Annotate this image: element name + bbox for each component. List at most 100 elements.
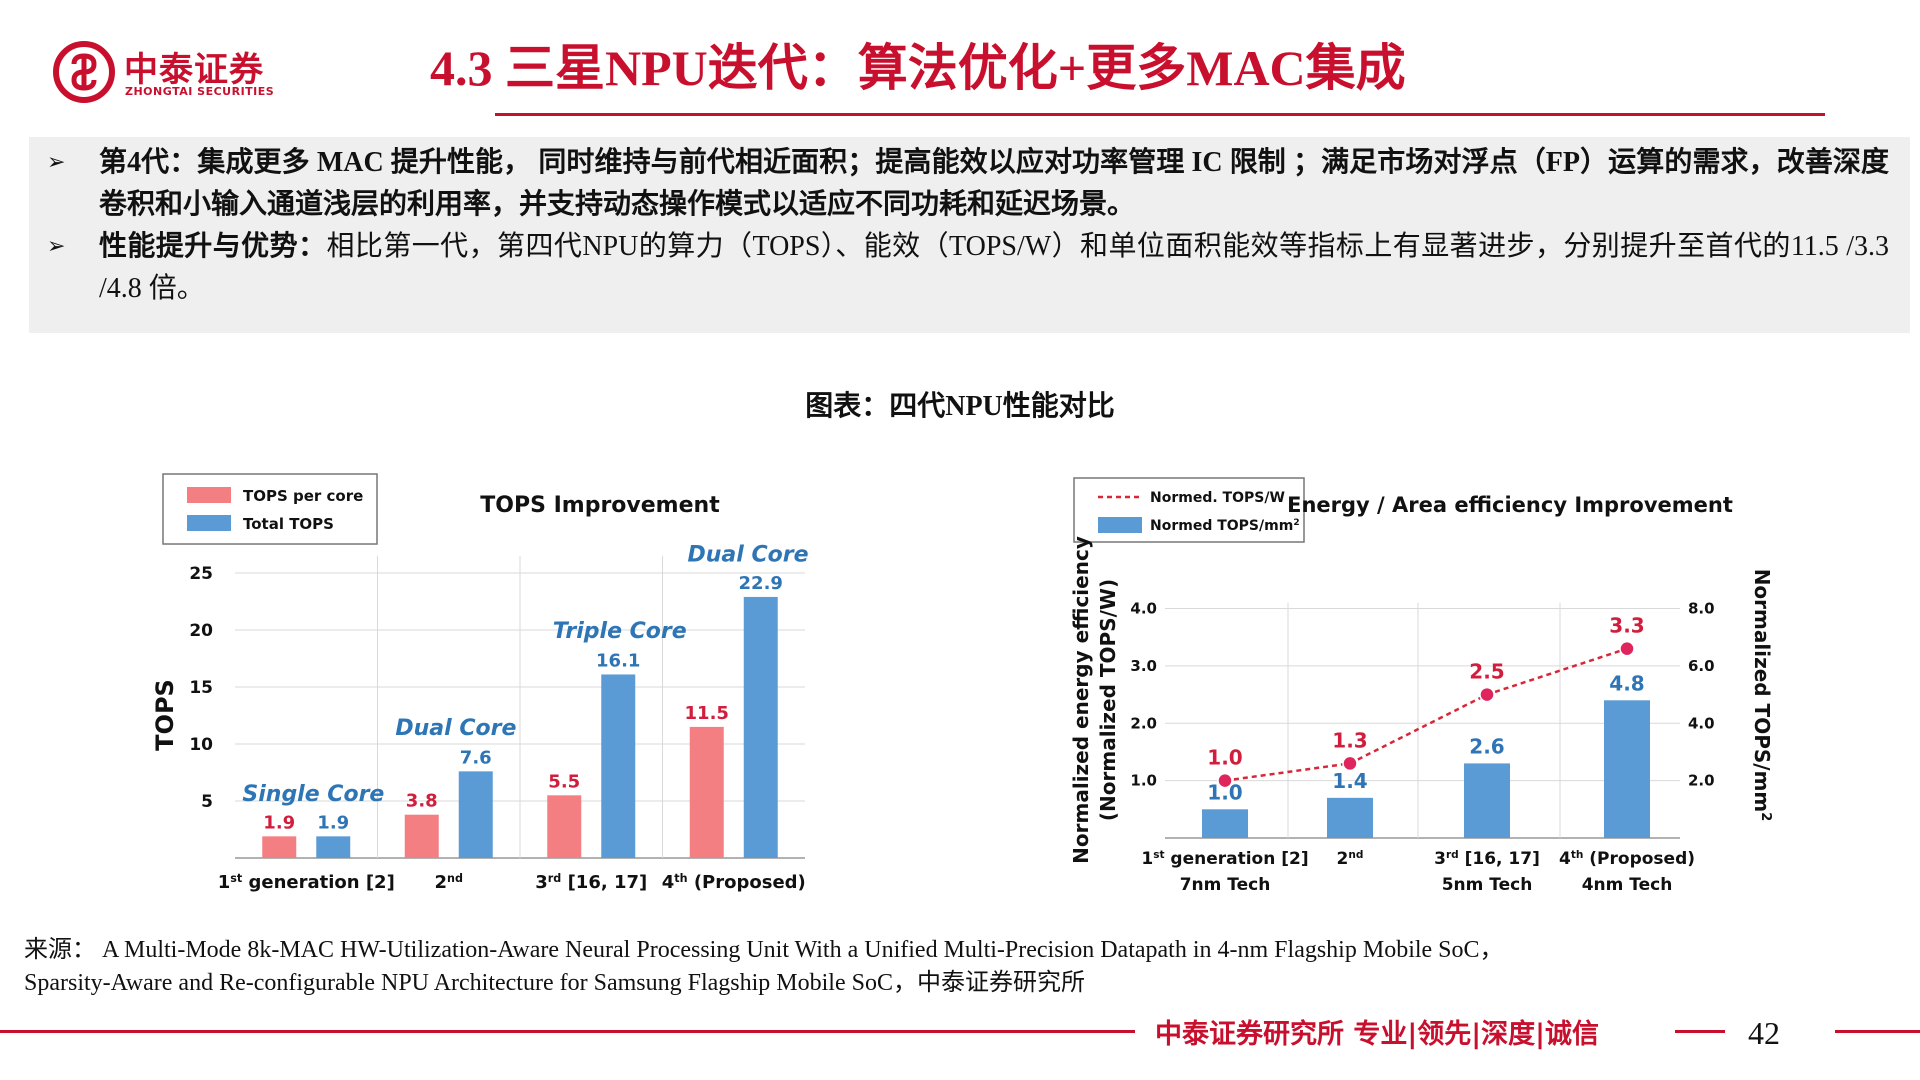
x-tick-label: 4th (Proposed) — [1559, 849, 1695, 869]
core-annotation: Dual Core — [395, 716, 516, 741]
legend-swatch — [1098, 517, 1142, 533]
legend-label: Normed TOPS/mm2 — [1150, 518, 1300, 534]
y-tick-label: 2.0 — [1130, 714, 1157, 732]
summary-box: ➢ 第4代：集成更多 MAC 提升性能， 同时维持与前代相近面积；提高能效以应对… — [29, 137, 1910, 333]
y2-tick-label: 6.0 — [1688, 657, 1715, 675]
logo-english-name: ZHONGTAI SECURITIES — [125, 85, 275, 98]
y-tick-label: 15 — [189, 678, 213, 698]
data-label: 1.9 — [317, 812, 349, 833]
footer-divider — [0, 1030, 1135, 1033]
bars — [1098, 517, 1650, 838]
x-tick-sublabel: 7nm Tech — [1180, 875, 1271, 895]
logo-name: 中泰证券 — [124, 50, 264, 90]
legend-label: TOPS per core — [243, 487, 363, 505]
y-axis-title: Normalized energy efficiency — [1069, 536, 1093, 864]
y-tick-label: 4.0 — [1130, 600, 1157, 618]
chart-texts: 1.0 2.0 3.0 4.0 2.0 4.0 6.0 8.0 1.0 1.4 2.6 4.8 1.0 1… — [1069, 490, 1774, 895]
x-tick-sublabel: 5nm Tech — [1442, 875, 1533, 895]
data-label: 1.0 — [1207, 746, 1242, 770]
page-title: 4.3 三星NPU迭代：算法优化+更多MAC集成 — [430, 40, 1406, 96]
x-tick-sublabel: 4nm Tech — [1582, 875, 1673, 895]
bar — [547, 795, 582, 858]
line-point — [1217, 772, 1233, 789]
legend-swatch — [187, 515, 231, 531]
bullet-bold-text: 第4代：集成更多 MAC 提升性能， 同时维持与前代相近面积；提高能效以应对功率… — [99, 147, 1889, 220]
bar — [601, 674, 636, 858]
bar — [458, 771, 493, 858]
data-label: 2.5 — [1469, 660, 1504, 684]
y-axis-title: TOPS — [151, 679, 179, 751]
efficiency-chart: 1.0 2.0 3.0 4.0 2.0 4.0 6.0 8.0 1.0 1.4 2.6 4.8 1.0 1… — [1060, 470, 1795, 900]
source-note: 来源： A Multi-Mode 8k-MAC HW-Utilization-A… — [24, 934, 1904, 1000]
energy-efficiency-line — [1224, 647, 1628, 782]
bar — [316, 836, 351, 858]
x-tick-label: 2nd — [1337, 849, 1364, 869]
line-point — [1479, 686, 1495, 703]
core-annotation: Dual Core — [688, 543, 809, 568]
page-number: 42 — [1748, 1015, 1780, 1051]
legend-swatch — [187, 487, 231, 503]
y2-axis-title: Normalized TOPS/mm2 — [1750, 569, 1774, 822]
chart-texts: 5 10 15 20 25 1.9 1.9 1st generation [2] 3.8 7.6 2… — [151, 487, 809, 893]
grid — [162, 473, 805, 859]
efficiency-chart-svg: 1.0 2.0 3.0 4.0 2.0 4.0 6.0 8.0 1.0 1.4 2.6 4.8 1.0 1… — [1069, 477, 1774, 895]
data-label: 1.9 — [263, 812, 295, 833]
bar — [1604, 700, 1650, 838]
footer-slogan: 中泰证券研究所 专业|领先|深度|诚信 — [1155, 1019, 1599, 1050]
footer-divider — [1835, 1030, 1920, 1033]
y-axis-title: (Normalized TOPS/W) — [1096, 579, 1120, 821]
legend-box — [162, 473, 378, 545]
y-tick-label: 1.0 — [1130, 772, 1157, 790]
x-tick-label: 4th (Proposed) — [662, 872, 806, 894]
bar — [743, 596, 778, 858]
x-tick-label: 1st generation [2] — [218, 872, 395, 894]
bullet-body-text: 相比第一代，第四代NPU的算力（TOPS）、能效（TOPS/W）和单位面积能效等… — [99, 231, 1889, 304]
x-tick-label: 2nd — [435, 872, 463, 894]
bar — [1202, 809, 1248, 838]
bar — [1327, 797, 1373, 838]
figure-caption: 图表：四代NPU性能对比 — [805, 391, 1115, 422]
bar — [262, 836, 297, 858]
data-label: 4.8 — [1609, 671, 1644, 695]
company-logo: 中泰证券 ZHONGTAI SECURITIES — [52, 40, 312, 106]
y-tick-label: 20 — [189, 621, 213, 641]
logo-emblem-icon — [53, 41, 115, 103]
x-tick-label: 1st generation [2] — [1141, 849, 1308, 869]
y2-tick-label: 4.0 — [1688, 714, 1715, 732]
source-line: 来源： A Multi-Mode 8k-MAC HW-Utilization-A… — [24, 937, 1504, 963]
chart-title: TOPS Improvement — [480, 493, 720, 518]
bar — [689, 726, 724, 858]
line-series — [1098, 495, 1635, 789]
data-label: 3.8 — [406, 791, 438, 812]
bullet-text: 性能提升与优势：相比第一代，第四代NPU的算力（TOPS）、能效（TOPS/W）… — [99, 226, 1889, 310]
arrow-bullet-icon: ➢ — [47, 234, 66, 259]
bullet-text: 第4代：集成更多 MAC 提升性能， 同时维持与前代相近面积；提高能效以应对功率… — [99, 142, 1889, 226]
line-point — [1619, 640, 1635, 657]
title-divider — [495, 113, 1825, 116]
data-label: 16.1 — [596, 650, 640, 671]
data-label: 11.5 — [685, 703, 729, 724]
source-line: Sparsity-Aware and Re-configurable NPU A… — [24, 970, 1085, 996]
tops-chart-svg: 5 10 15 20 25 1.9 1.9 1st generation [2] 3.8 7.6 2… — [151, 473, 809, 893]
data-label: 2.6 — [1469, 734, 1504, 758]
y2-tick-label: 2.0 — [1688, 772, 1715, 790]
chart-title: Energy / Area efficiency Improvement — [1287, 493, 1733, 517]
line-point — [1342, 755, 1358, 772]
data-label: 1.3 — [1332, 728, 1367, 752]
x-tick-label: 3rd [16, 17] — [1434, 849, 1540, 869]
bars — [187, 487, 778, 858]
legend-label: Total TOPS — [243, 515, 334, 533]
data-label: 7.6 — [460, 747, 492, 768]
arrow-bullet-icon: ➢ — [47, 150, 66, 175]
y-tick-label: 10 — [189, 735, 213, 755]
data-label: 22.9 — [739, 573, 783, 594]
y-tick-label: 5 — [201, 792, 213, 812]
y2-tick-label: 8.0 — [1688, 600, 1715, 618]
data-label: 5.5 — [548, 771, 580, 792]
x-tick-label: 3rd [16, 17] — [535, 872, 647, 894]
core-annotation: Triple Core — [553, 619, 687, 644]
data-label: 1.0 — [1207, 780, 1242, 804]
data-label: 3.3 — [1609, 614, 1644, 638]
core-annotation: Single Core — [242, 782, 384, 807]
y-tick-label: 3.0 — [1130, 657, 1157, 675]
